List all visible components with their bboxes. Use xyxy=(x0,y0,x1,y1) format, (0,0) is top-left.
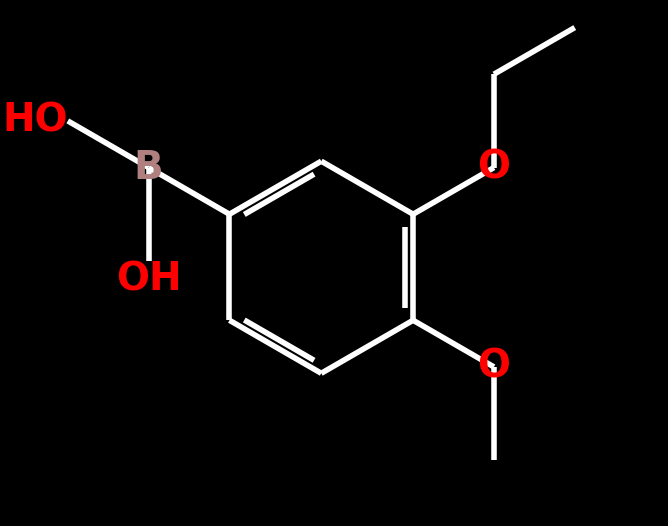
Text: O: O xyxy=(478,148,510,187)
Text: HO: HO xyxy=(2,102,67,140)
Text: O: O xyxy=(478,348,510,386)
Text: B: B xyxy=(134,148,164,187)
Text: OH: OH xyxy=(116,261,182,299)
